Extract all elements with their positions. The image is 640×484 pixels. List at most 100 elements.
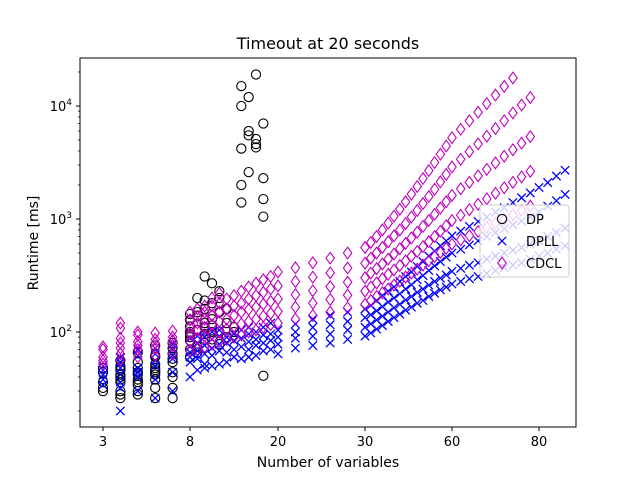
x-tick-label: 20 bbox=[270, 435, 287, 450]
data-point-dpll bbox=[133, 363, 143, 373]
data-point-cdcl bbox=[258, 285, 269, 300]
data-point-dp bbox=[236, 179, 247, 191]
data-point-cdcl bbox=[236, 305, 247, 319]
data-point-cdcl bbox=[132, 338, 143, 353]
data-point-dpll bbox=[424, 265, 434, 276]
data-point-cdcl bbox=[307, 308, 318, 323]
data-point-cdcl bbox=[342, 261, 353, 275]
data-point-dp bbox=[115, 392, 126, 404]
data-point-dpll bbox=[400, 305, 411, 315]
data-point-cdcl bbox=[389, 209, 399, 223]
data-point-cdcl bbox=[192, 342, 203, 357]
data-point-cdcl bbox=[185, 344, 195, 358]
data-point-dpll bbox=[167, 386, 178, 396]
data-point-cdcl bbox=[243, 302, 254, 317]
data-point-dpll bbox=[424, 280, 434, 290]
data-point-cdcl bbox=[115, 321, 126, 335]
data-point-cdcl bbox=[214, 305, 225, 319]
data-point-cdcl bbox=[325, 292, 336, 307]
chart-title: Timeout at 20 seconds bbox=[236, 34, 419, 53]
data-point-dp bbox=[150, 382, 161, 394]
data-point-cdcl bbox=[464, 114, 475, 128]
data-point-dpll bbox=[464, 260, 475, 270]
data-point-dpll bbox=[258, 346, 268, 356]
data-point-dpll bbox=[429, 276, 440, 287]
legend: DP DPLL CDCL bbox=[479, 204, 570, 278]
data-point-dpll bbox=[115, 406, 126, 416]
data-point-cdcl bbox=[429, 155, 440, 170]
data-point-cdcl bbox=[435, 201, 446, 215]
data-point-cdcl bbox=[473, 137, 483, 151]
data-point-cdcl bbox=[342, 275, 353, 289]
data-point-cdcl bbox=[412, 244, 423, 259]
data-point-cdcl bbox=[447, 237, 457, 251]
data-point-cdcl bbox=[342, 300, 353, 315]
legend-label-dpll: DPLL bbox=[526, 235, 559, 250]
data-point-cdcl bbox=[394, 241, 405, 256]
data-point-cdcl bbox=[418, 219, 428, 234]
data-point-dpll bbox=[366, 328, 376, 338]
data-point-cdcl bbox=[464, 144, 475, 159]
data-point-dpll bbox=[371, 324, 382, 334]
data-point-cdcl bbox=[435, 175, 446, 189]
x-tick-label: 60 bbox=[444, 435, 461, 450]
data-point-cdcl bbox=[132, 325, 143, 339]
data-point-cdcl bbox=[221, 322, 232, 336]
data-point-cdcl bbox=[236, 296, 247, 310]
data-point-cdcl bbox=[265, 269, 276, 284]
data-point-cdcl bbox=[132, 350, 143, 364]
data-point-cdcl bbox=[214, 286, 225, 301]
data-point-dpll bbox=[133, 386, 143, 396]
x-tick-label: 30 bbox=[357, 435, 374, 450]
data-point-dpll bbox=[525, 188, 535, 198]
data-point-cdcl bbox=[371, 261, 382, 276]
data-point-cdcl bbox=[481, 96, 492, 111]
data-point-cdcl bbox=[423, 234, 434, 249]
data-point-dpll bbox=[207, 327, 217, 337]
data-point-cdcl bbox=[290, 312, 301, 326]
data-point-dp bbox=[150, 367, 161, 378]
data-point-cdcl bbox=[490, 156, 501, 170]
data-point-dpll bbox=[251, 350, 261, 361]
data-point-cdcl bbox=[132, 335, 143, 349]
data-point-dpll bbox=[214, 325, 224, 335]
data-point-cdcl bbox=[516, 170, 527, 184]
data-point-cdcl bbox=[394, 223, 405, 237]
data-point-dpll bbox=[214, 339, 224, 349]
data-point-dpll bbox=[360, 331, 370, 341]
data-point-dpll bbox=[251, 334, 261, 345]
data-point-dp bbox=[115, 389, 126, 400]
data-point-cdcl bbox=[265, 282, 276, 296]
data-point-cdcl bbox=[150, 341, 161, 355]
data-point-dpll bbox=[273, 349, 283, 359]
data-point-cdcl bbox=[360, 256, 370, 270]
data-point-cdcl bbox=[406, 210, 417, 224]
data-point-dpll bbox=[229, 352, 239, 362]
data-point-cdcl bbox=[412, 225, 423, 239]
data-point-dpll bbox=[150, 374, 160, 385]
data-point-dpll bbox=[464, 240, 475, 250]
data-point-dpll bbox=[229, 344, 239, 355]
data-point-dpll bbox=[222, 357, 232, 367]
data-point-cdcl bbox=[342, 246, 353, 260]
data-point-dpll bbox=[200, 349, 210, 359]
data-point-cdcl bbox=[464, 228, 475, 243]
data-point-cdcl bbox=[383, 234, 394, 249]
legend-label-cdcl: CDCL bbox=[526, 257, 562, 272]
data-point-cdcl bbox=[258, 297, 269, 311]
data-point-cdcl bbox=[412, 203, 423, 218]
data-point-cdcl bbox=[412, 179, 423, 194]
data-point-cdcl bbox=[423, 213, 434, 228]
data-point-dpll bbox=[456, 276, 466, 287]
data-point-dpll bbox=[266, 344, 276, 355]
data-point-cdcl bbox=[251, 323, 261, 337]
data-point-cdcl bbox=[258, 320, 269, 335]
data-point-cdcl bbox=[167, 347, 178, 361]
data-point-cdcl bbox=[429, 182, 440, 197]
data-point-dpll bbox=[560, 189, 570, 200]
data-point-dp bbox=[258, 193, 269, 205]
data-point-dp bbox=[132, 379, 143, 391]
data-point-dpll bbox=[192, 365, 202, 375]
data-point-dpll bbox=[308, 331, 318, 341]
data-point-dp bbox=[150, 392, 161, 404]
